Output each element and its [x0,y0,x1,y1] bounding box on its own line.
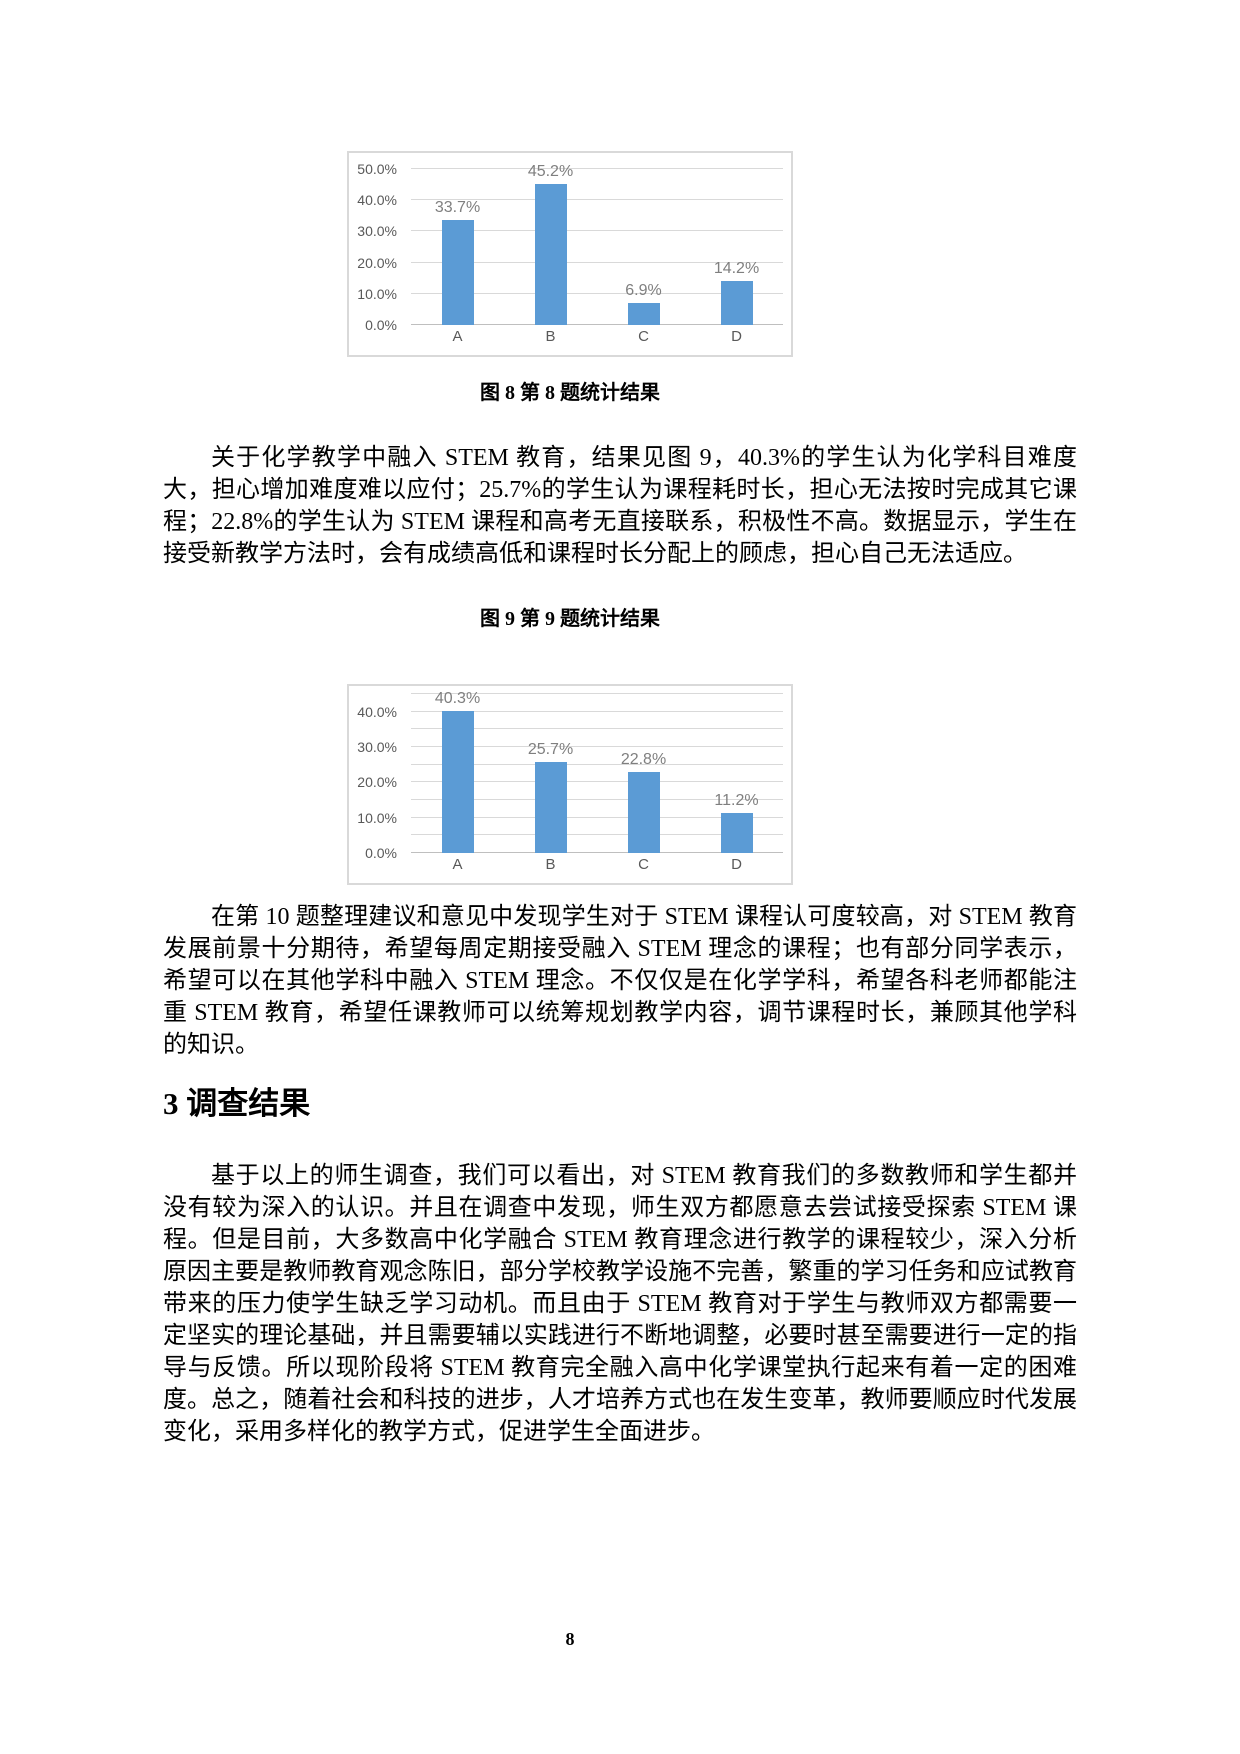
x-axis-label-b: B [545,328,556,345]
y-tick-label: 30.0% [357,223,397,240]
gridline [411,693,783,694]
bar-column-a: 40.3% [411,690,504,853]
bar-c [627,303,660,325]
x-axis-label-c: C [638,856,649,873]
gridline [411,834,783,836]
bar-column-b: 45.2% [504,163,597,325]
y-tick-label: 0.0% [365,317,397,333]
y-tick-label: 0.0% [365,845,397,861]
x-axis-label-d: D [731,856,742,873]
bar-d [720,280,753,325]
y-tick-label: 20.0% [357,774,397,791]
bar-value-label: 6.9% [625,282,662,300]
gridline [411,852,783,853]
x-axis-label-d: D [731,328,742,345]
figure-8-plot-area: 33.7% 45.2% 6.9% 14.2% [411,163,783,325]
bar-c [627,772,660,853]
figure-8-y-axis-ticks: 0.0% 10.0% 20.0% 30.0% 40.0% 50.0% [351,161,405,333]
x-axis-label-c: C [638,328,649,345]
x-axis-label-b: B [545,856,556,873]
y-tick-label: 50.0% [357,161,397,177]
section-heading-survey-results: 3 调查结果 [163,1086,311,1121]
x-axis-label-a: A [452,328,463,345]
gridline [411,781,783,783]
gridline [411,199,783,201]
y-tick-label: 40.0% [357,703,397,720]
bar-value-label: 25.7% [527,741,574,759]
figure-8-x-axis-labels: A B C D [411,328,783,352]
gridline [411,168,783,169]
bar-column-d: 11.2% [690,694,783,853]
bar-a [441,219,474,325]
gridline [411,292,783,294]
x-axis-label-a: A [452,856,463,873]
gridline [411,230,783,232]
bar-column-d: 14.2% [690,169,783,325]
gridline [411,816,783,818]
bar-value-label: 40.3% [434,689,481,707]
y-tick-label: 10.0% [357,809,397,826]
bar-value-label: 45.2% [527,162,574,180]
y-tick-label: 40.0% [357,192,397,209]
gridline [411,261,783,263]
bar-b [534,762,567,853]
figure-9-plot-area: 40.3% 25.7% 22.8% 11.2% [411,690,783,853]
bar-a [441,710,474,853]
gridline [411,324,783,325]
figure-9-x-axis-labels: A B C D [411,856,783,880]
bar-column-c: 6.9% [597,169,690,325]
gridline [411,746,783,747]
bar-value-label: 11.2% [714,792,759,810]
paragraph-survey-conclusion: 基于以上的师生调查，我们可以看出，对 STEM 教育我们的多数教师和学生都并没有… [163,1163,1077,1445]
paragraph-question9-analysis: 关于化学教学中融入 STEM 教育，结果见图 9，40.3%的学生认为化学科目难… [163,445,1077,567]
bar-value-label: 33.7% [434,198,481,216]
bar-value-label: 14.2% [713,259,760,277]
y-tick-label: 10.0% [357,285,397,302]
gridline [411,728,783,730]
gridline [411,763,783,765]
bar-column-a: 33.7% [411,169,504,325]
figure-8-bar-chart: 0.0% 10.0% 20.0% 30.0% 40.0% 50.0% 33.7% 45.2%… [347,151,793,357]
bar-column-c: 22.8% [597,694,690,853]
gridline [411,710,783,712]
figure-9-caption: 图 9 第 9 题统计结果 [480,608,660,630]
bar-d [720,813,753,853]
page-number: 8 [565,1629,575,1649]
bar-b [534,183,567,325]
figure-9-y-axis-ticks: 0.0% 10.0% 20.0% 30.0% 40.0% [351,694,405,861]
y-tick-label: 30.0% [357,739,397,756]
bar-value-label: 22.8% [620,751,667,769]
figure-9-bars: 40.3% 25.7% 22.8% 11.2% [411,690,783,853]
y-tick-label: 20.0% [357,254,397,271]
figure-9-bar-chart: 0.0% 10.0% 20.0% 30.0% 40.0% 40.3% 25.7% 22.8%… [347,684,793,885]
figure-8-caption: 图 8 第 8 题统计结果 [480,382,660,404]
paragraph-question10-analysis: 在第 10 题整理建议和意见中发现学生对于 STEM 课程认可度较高，对 STE… [163,904,1077,1058]
figure-8-bars: 33.7% 45.2% 6.9% 14.2% [411,163,783,325]
gridline [411,799,783,800]
bar-column-b: 25.7% [504,694,597,853]
